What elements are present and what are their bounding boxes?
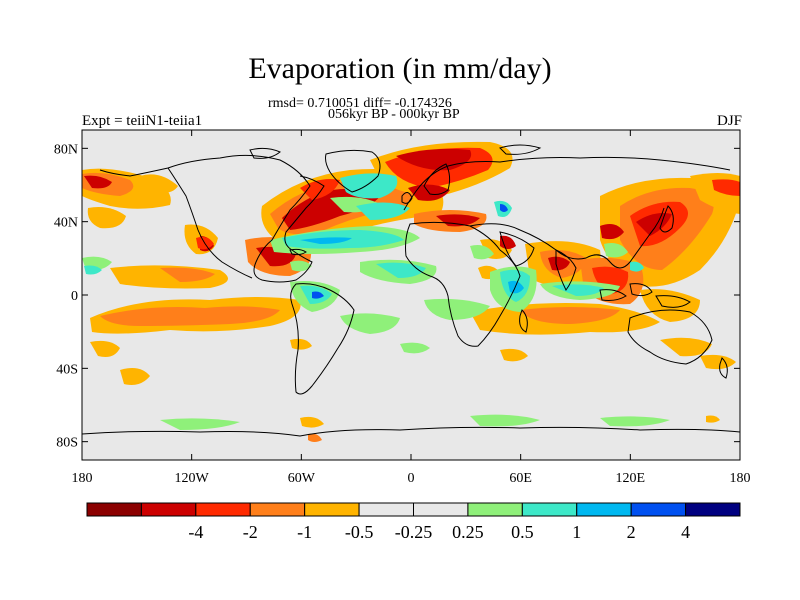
anomaly-region	[140, 174, 178, 194]
anomaly-region	[160, 267, 215, 282]
anomaly-region	[87, 207, 126, 229]
colorbar-label: 0.25	[452, 522, 484, 542]
anomaly-region	[548, 256, 570, 271]
colorbar-label: 1	[572, 522, 581, 542]
anomaly-region	[520, 307, 620, 324]
lon-tick-label: 120E	[616, 471, 646, 486]
anomaly-region	[290, 260, 312, 272]
colorbar-swatch	[467, 502, 523, 517]
colorbar-swatch	[358, 502, 415, 517]
experiment-label: Expt = teiiN1-teiia1	[82, 113, 203, 129]
colorbar: -4 -2 -1 -0.5 -0.25 0.25 0.5 1 2 4	[86, 502, 741, 542]
anomaly-region	[400, 342, 430, 354]
anomaly-region	[300, 416, 324, 428]
anomaly-region	[604, 243, 628, 258]
colorbar-swatch	[521, 502, 578, 517]
lon-tick-label: 120W	[175, 471, 210, 486]
anomaly-region	[600, 224, 624, 240]
colorbar-label: -2	[243, 522, 258, 542]
period-label: 056kyr BP - 000kyr BP	[328, 107, 460, 122]
anomaly-region	[660, 337, 712, 357]
anomaly-region	[84, 265, 102, 275]
anomaly-region	[340, 313, 400, 334]
anomaly-region	[356, 202, 410, 220]
lon-tick-label: 180	[72, 471, 93, 486]
lon-tick-label: 60E	[509, 471, 532, 486]
anomaly-region	[300, 237, 352, 244]
map-title: Evaporation (in mm/day)	[248, 52, 552, 85]
colorbar-swatch	[249, 502, 306, 517]
colorbar-swatch	[685, 502, 741, 517]
anomaly-region	[640, 289, 700, 322]
latitude-axis: 80N 40N 0 40S 80S	[54, 142, 740, 451]
anomaly-region	[712, 179, 740, 196]
colorbar-swatch	[140, 502, 197, 517]
colorbar-swatch	[413, 502, 469, 517]
anomaly-region	[308, 433, 322, 442]
lon-tick-label: 0	[408, 471, 415, 486]
anomaly-region	[508, 280, 524, 294]
colorbar-swatch	[304, 502, 360, 517]
anomaly-region	[300, 179, 340, 200]
anomaly-region	[500, 348, 528, 362]
longitude-axis: 180 120W 60W 0 60E 120E 180	[72, 130, 751, 486]
anomaly-region	[470, 245, 494, 260]
anomaly-region	[100, 306, 280, 326]
anomaly-region	[340, 173, 398, 199]
lat-tick-label: 40N	[54, 216, 78, 231]
anomaly-region	[290, 338, 312, 350]
anomaly-region	[160, 418, 240, 430]
rmsd-diff-stats: rmsd= 0.710051 diff= -0.174326	[268, 96, 452, 111]
coastlines	[82, 144, 740, 437]
lat-tick-label: 0	[71, 289, 78, 304]
colorbar-swatch	[630, 502, 687, 517]
colorbar-label: -4	[188, 522, 203, 542]
colorbar-label: 2	[627, 522, 636, 542]
anomaly-region	[84, 175, 112, 189]
anomaly-region	[500, 204, 508, 212]
anomaly-region	[424, 298, 490, 320]
anomaly-region	[376, 262, 426, 278]
anomaly-region	[470, 414, 540, 427]
lon-tick-label: 60W	[288, 471, 316, 486]
colorbar-label: -0.25	[395, 522, 433, 542]
colorbar-label: 4	[681, 522, 690, 542]
lon-tick-label: 180	[730, 471, 751, 486]
colorbar-swatch	[86, 502, 142, 517]
colorbar-swatch	[195, 502, 251, 517]
lat-tick-label: 80N	[54, 142, 78, 157]
colorbar-swatch	[576, 502, 632, 517]
anomaly-region	[706, 415, 720, 423]
colorbar-label: -0.5	[345, 522, 374, 542]
colorbar-label: -1	[297, 522, 312, 542]
anomaly-region	[312, 291, 324, 299]
anomaly-region	[90, 340, 120, 357]
anomaly-region	[600, 416, 670, 427]
anomaly-region	[630, 261, 644, 272]
lat-tick-label: 40S	[56, 362, 78, 377]
colorbar-label: 0.5	[511, 522, 534, 542]
season-label: DJF	[716, 113, 742, 129]
anomaly-region	[120, 368, 150, 385]
lat-tick-label: 80S	[56, 436, 78, 451]
